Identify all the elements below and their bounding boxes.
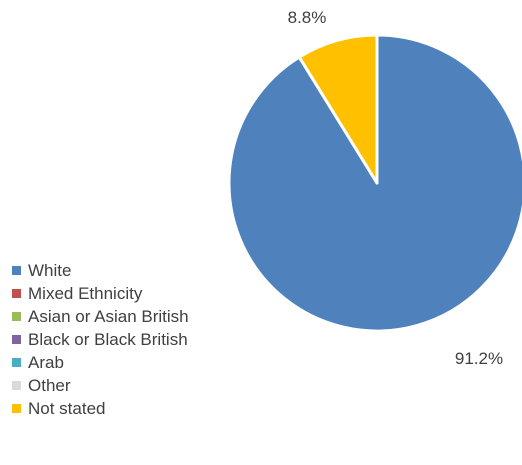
legend-swatch-asian-or-asian-british [12,312,21,321]
legend-label-black-or-black-british: Black or Black British [28,329,188,349]
legend-label-other: Other [28,375,71,395]
data-label-white: 91.2% [455,349,503,368]
legend-swatch-white [12,266,21,275]
pie-data-labels: 91.2% 8.8% [288,8,503,368]
legend-item-white: White [12,259,252,282]
legend-label-asian-or-asian-british: Asian or Asian British [28,306,189,326]
legend-swatch-mixed-ethnicity [12,289,21,298]
legend-label-white: White [28,260,72,280]
legend-label-arab: Arab [28,352,64,372]
legend-item-asian-or-asian-british: Asian or Asian British [12,305,252,328]
legend-item-mixed-ethnicity: Mixed Ethnicity [12,282,252,305]
legend-item-not-stated: Not stated [12,397,252,420]
pie-slice-not-stated [297,33,379,185]
legend-swatch-not-stated [12,404,21,413]
legend-swatch-black-or-black-british [12,335,21,344]
legend-swatch-arab [12,358,21,367]
pie-slices [227,33,522,333]
legend-item-arab: Arab [12,351,252,374]
chart-legend: White Mixed Ethnicity Asian or Asian Briti… [12,259,252,420]
legend-label-not-stated: Not stated [28,398,106,418]
legend-swatch-other [12,381,21,390]
legend-item-other: Other [12,374,252,397]
legend-item-black-or-black-british: Black or Black British [12,328,252,351]
data-label-not-stated: 8.8% [288,8,327,27]
legend-label-mixed-ethnicity: Mixed Ethnicity [28,283,143,303]
